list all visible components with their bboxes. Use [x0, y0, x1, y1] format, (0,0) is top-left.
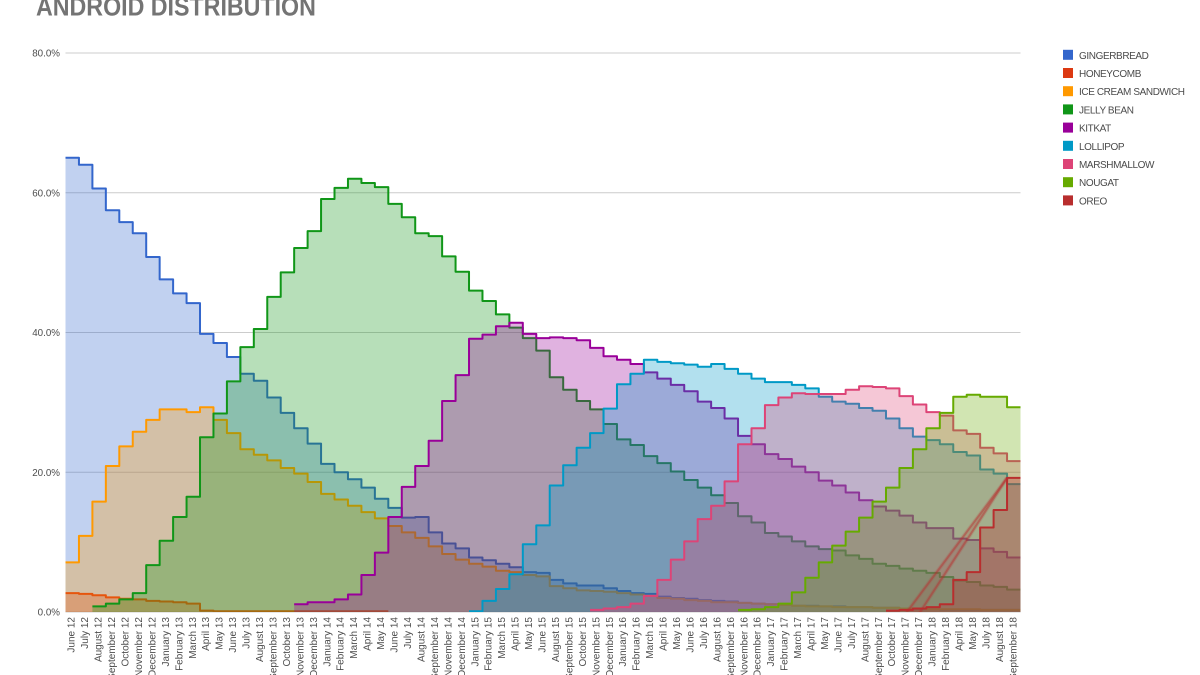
svg-text:March 13: March 13 — [188, 617, 199, 659]
svg-text:July 18: July 18 — [981, 617, 992, 649]
svg-text:June 17: June 17 — [833, 617, 844, 653]
svg-text:September 13: September 13 — [268, 617, 279, 675]
svg-text:December 16: December 16 — [753, 617, 764, 675]
svg-text:May 13: May 13 — [215, 617, 226, 650]
svg-text:July 14: July 14 — [403, 617, 414, 649]
svg-text:July 17: July 17 — [847, 617, 858, 649]
svg-text:August 17: August 17 — [860, 617, 871, 662]
svg-text:October 13: October 13 — [282, 617, 293, 667]
svg-text:March 14: March 14 — [349, 617, 360, 659]
svg-text:May 16: May 16 — [672, 617, 683, 650]
svg-text:January 17: January 17 — [766, 617, 777, 667]
svg-text:January 14: January 14 — [322, 617, 333, 667]
svg-text:September 12: September 12 — [107, 617, 118, 675]
svg-text:February 15: February 15 — [484, 617, 495, 671]
svg-text:January 13: January 13 — [161, 617, 172, 667]
svg-text:0.0%: 0.0% — [38, 608, 61, 619]
svg-text:February 16: February 16 — [632, 617, 643, 671]
svg-text:January 15: January 15 — [470, 617, 481, 667]
svg-text:July 16: July 16 — [699, 617, 710, 649]
svg-text:20.0%: 20.0% — [32, 468, 60, 479]
svg-text:January 16: January 16 — [618, 617, 629, 667]
svg-text:June 16: June 16 — [685, 617, 696, 653]
svg-text:May 17: May 17 — [820, 617, 831, 650]
svg-text:OREO: OREO — [1079, 196, 1107, 207]
svg-text:April 13: April 13 — [201, 617, 212, 651]
svg-text:September 17: September 17 — [874, 617, 885, 675]
svg-text:June 15: June 15 — [538, 617, 549, 653]
svg-text:ANDROID DISTRIBUTION: ANDROID DISTRIBUTION — [36, 0, 316, 22]
svg-text:LOLLIPOP: LOLLIPOP — [1079, 142, 1125, 153]
svg-text:April 15: April 15 — [511, 617, 522, 651]
svg-text:ICE CREAM SANDWICH: ICE CREAM SANDWICH — [1079, 87, 1185, 98]
svg-text:August 18: August 18 — [995, 617, 1006, 662]
svg-text:April 16: April 16 — [659, 617, 670, 651]
svg-text:May 18: May 18 — [968, 617, 979, 650]
svg-text:September 16: September 16 — [726, 617, 737, 675]
svg-text:November 14: November 14 — [443, 617, 454, 675]
svg-text:October 15: October 15 — [578, 617, 589, 667]
svg-text:November 17: November 17 — [901, 617, 912, 675]
svg-text:August 12: August 12 — [94, 617, 105, 662]
svg-text:October 12: October 12 — [121, 617, 132, 667]
svg-text:August 16: August 16 — [712, 617, 723, 662]
svg-text:February 18: February 18 — [941, 617, 952, 671]
svg-text:January 18: January 18 — [928, 617, 939, 667]
svg-text:February 13: February 13 — [174, 617, 185, 671]
svg-text:September 15: September 15 — [564, 617, 575, 675]
svg-text:July 13: July 13 — [242, 617, 253, 649]
svg-text:March 16: March 16 — [645, 617, 656, 659]
svg-text:80.0%: 80.0% — [32, 49, 60, 60]
svg-text:March 15: March 15 — [497, 617, 508, 659]
svg-text:December 12: December 12 — [147, 617, 158, 675]
svg-text:June 14: June 14 — [390, 617, 401, 653]
svg-text:November 12: November 12 — [134, 617, 145, 675]
svg-text:May 14: May 14 — [376, 617, 387, 650]
svg-text:February 14: February 14 — [336, 617, 347, 671]
svg-text:August 13: August 13 — [255, 617, 266, 662]
svg-text:September 14: September 14 — [430, 617, 441, 675]
svg-text:April 14: April 14 — [363, 617, 374, 651]
svg-text:May 15: May 15 — [524, 617, 535, 650]
svg-text:December 17: December 17 — [914, 617, 925, 675]
svg-text:NOUGAT: NOUGAT — [1079, 178, 1119, 189]
svg-text:December 13: December 13 — [309, 617, 320, 675]
svg-text:December 14: December 14 — [457, 617, 468, 675]
svg-text:40.0%: 40.0% — [32, 328, 60, 339]
svg-text:September 18: September 18 — [1008, 617, 1019, 675]
svg-text:April 17: April 17 — [807, 617, 818, 651]
svg-text:June 12: June 12 — [67, 617, 78, 653]
svg-text:June 13: June 13 — [228, 617, 239, 653]
svg-text:August 15: August 15 — [551, 617, 562, 662]
svg-text:60.0%: 60.0% — [32, 188, 60, 199]
svg-text:KITKAT: KITKAT — [1079, 124, 1111, 135]
svg-text:April 18: April 18 — [954, 617, 965, 651]
svg-text:HONEYCOMB: HONEYCOMB — [1079, 69, 1142, 80]
svg-text:November 16: November 16 — [739, 617, 750, 675]
svg-text:JELLY BEAN: JELLY BEAN — [1079, 105, 1134, 116]
svg-text:December 15: December 15 — [605, 617, 616, 675]
svg-text:March 17: March 17 — [793, 617, 804, 659]
svg-text:October 17: October 17 — [887, 617, 898, 667]
svg-text:February 17: February 17 — [780, 617, 791, 671]
svg-text:August 14: August 14 — [416, 617, 427, 662]
svg-text:MARSHMALLOW: MARSHMALLOW — [1079, 160, 1155, 171]
svg-text:July 12: July 12 — [80, 617, 91, 649]
svg-text:November 15: November 15 — [591, 617, 602, 675]
svg-text:November 13: November 13 — [295, 617, 306, 675]
svg-text:GINGERBREAD: GINGERBREAD — [1079, 51, 1149, 62]
